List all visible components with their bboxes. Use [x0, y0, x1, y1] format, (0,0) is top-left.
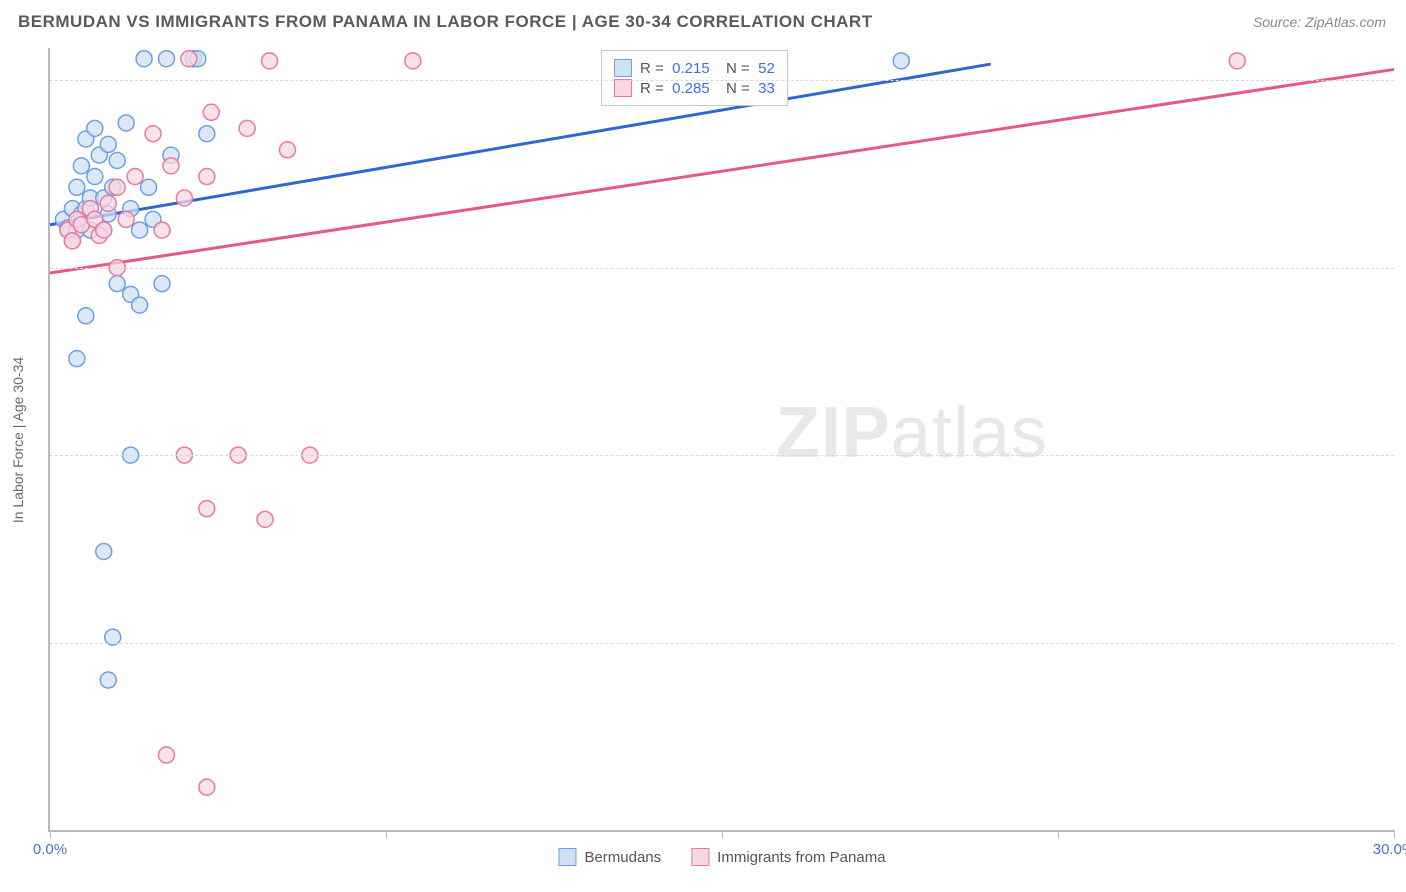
data-point: [154, 276, 170, 292]
stats-legend-row: R = 0.285 N = 33: [614, 79, 775, 97]
x-tick: [1394, 830, 1395, 838]
plot-svg: [50, 48, 1394, 830]
legend-swatch: [614, 59, 632, 77]
data-point: [893, 53, 909, 69]
legend-stat-n: N = 52: [718, 60, 775, 77]
data-point: [96, 543, 112, 559]
data-point: [203, 104, 219, 120]
x-tick: [722, 830, 723, 838]
x-tick: [50, 830, 51, 838]
data-point: [132, 222, 148, 238]
legend-swatch: [558, 848, 576, 866]
data-point: [100, 672, 116, 688]
source-label: Source: ZipAtlas.com: [1253, 14, 1386, 30]
data-point: [78, 308, 94, 324]
data-point: [163, 158, 179, 174]
legend-swatch: [614, 79, 632, 97]
data-point: [118, 211, 134, 227]
data-point: [158, 747, 174, 763]
plot-region: ZIPatlas R = 0.215 N = 52R = 0.285 N = 3…: [48, 48, 1394, 832]
data-point: [69, 179, 85, 195]
x-tick-label: 30.0%: [1373, 841, 1406, 858]
data-point: [64, 233, 80, 249]
x-tick: [386, 830, 387, 838]
data-point: [1229, 53, 1245, 69]
data-point: [100, 195, 116, 211]
data-point: [109, 152, 125, 168]
data-point: [118, 115, 134, 131]
stats-legend-row: R = 0.215 N = 52: [614, 59, 775, 77]
data-point: [154, 222, 170, 238]
data-point: [109, 276, 125, 292]
stats-legend: R = 0.215 N = 52 R = 0.285 N = 33: [601, 50, 788, 106]
data-point: [158, 51, 174, 67]
data-point: [87, 120, 103, 136]
data-point: [262, 53, 278, 69]
data-point: [136, 51, 152, 67]
chart-area: In Labor Force | Age 30-34 ZIPatlas R = …: [48, 48, 1394, 832]
data-point: [257, 511, 273, 527]
data-point: [405, 53, 421, 69]
legend-stat-n: N = 33: [718, 80, 775, 97]
chart-title: BERMUDAN VS IMMIGRANTS FROM PANAMA IN LA…: [18, 12, 873, 32]
legend-label: Immigrants from Panama: [717, 849, 885, 866]
data-point: [141, 179, 157, 195]
x-tick-label: 0.0%: [33, 841, 67, 858]
data-point: [145, 126, 161, 142]
data-point: [96, 222, 112, 238]
legend-item: Bermudans: [558, 848, 661, 866]
gridline: [50, 268, 1394, 269]
data-point: [199, 501, 215, 517]
x-tick: [1058, 830, 1059, 838]
legend-label: Bermudans: [584, 849, 661, 866]
data-point: [239, 120, 255, 136]
gridline: [50, 80, 1394, 81]
data-point: [73, 158, 89, 174]
legend-stat-r: R = 0.285: [640, 80, 710, 97]
data-point: [127, 169, 143, 185]
y-axis-label: In Labor Force | Age 30-34: [10, 357, 26, 523]
data-point: [181, 51, 197, 67]
data-point: [132, 297, 148, 313]
data-point: [87, 169, 103, 185]
data-point: [199, 169, 215, 185]
data-point: [199, 126, 215, 142]
legend-swatch: [691, 848, 709, 866]
data-point: [176, 190, 192, 206]
legend-item: Immigrants from Panama: [691, 848, 885, 866]
data-point: [109, 179, 125, 195]
data-point: [69, 351, 85, 367]
gridline: [50, 643, 1394, 644]
gridline: [50, 455, 1394, 456]
data-point: [279, 142, 295, 158]
data-point: [199, 779, 215, 795]
legend-stat-r: R = 0.215: [640, 60, 710, 77]
data-point: [100, 136, 116, 152]
series-legend: Bermudans Immigrants from Panama: [558, 848, 885, 866]
